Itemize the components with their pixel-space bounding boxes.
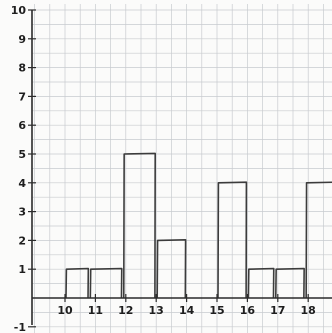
bar-6 — [247, 267, 275, 299]
y-tick-label: 9 — [18, 33, 26, 46]
x-tick-label: 11 — [88, 304, 103, 317]
bar-4 — [156, 239, 187, 299]
y-tick-label: 3 — [18, 206, 26, 219]
grid — [32, 4, 332, 333]
y-tick-label: 8 — [18, 62, 26, 75]
y-tick-label: 5 — [18, 148, 26, 161]
bar-5 — [217, 181, 248, 299]
x-tick-label: 14 — [179, 304, 195, 317]
x-tick-label: 13 — [149, 304, 164, 317]
y-tick-label: 10 — [11, 4, 27, 17]
bars — [65, 152, 332, 299]
x-tick-label: 15 — [209, 304, 224, 317]
bar-3 — [122, 152, 156, 299]
x-tick-label: 12 — [118, 304, 133, 317]
bar-1 — [65, 267, 90, 299]
y-tick-label: -1 — [14, 321, 26, 333]
y-tick-label: 6 — [18, 119, 26, 132]
x-tick-label: 18 — [301, 304, 316, 317]
bar-2 — [89, 267, 123, 299]
x-tick-label: 10 — [57, 304, 73, 317]
bar-7 — [274, 267, 305, 299]
y-tick-label: 4 — [18, 177, 26, 190]
y-tick-label: 7 — [18, 90, 26, 103]
x-tick-label: 16 — [240, 304, 256, 317]
y-tick-label: 1 — [18, 263, 26, 276]
x-tick-label: 17 — [270, 304, 285, 317]
axes — [28, 9, 332, 328]
y-tick-label: 2 — [18, 234, 26, 247]
bar-8 — [305, 181, 332, 299]
